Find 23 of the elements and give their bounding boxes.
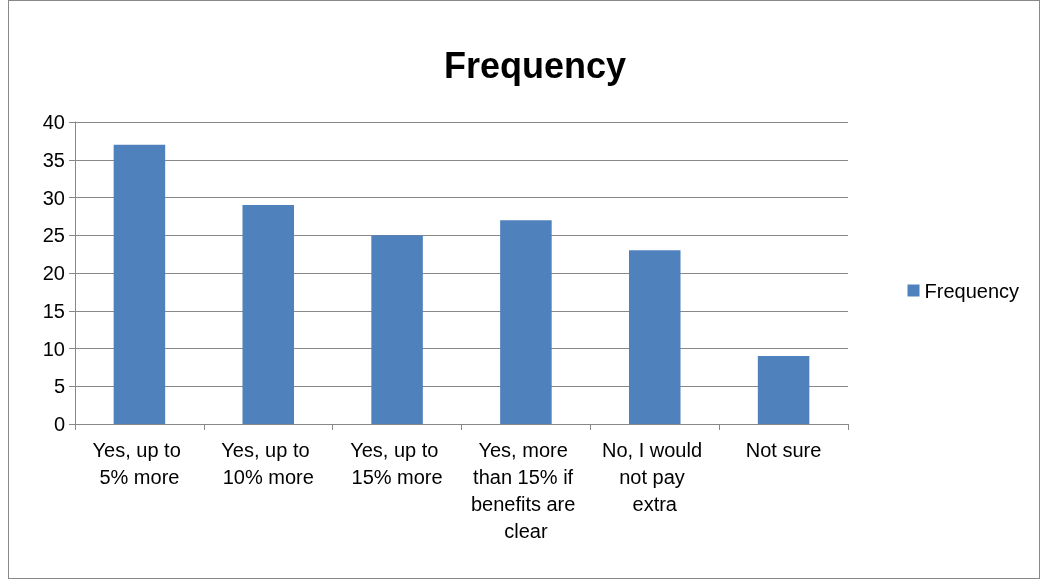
y-tick-label: 35: [42, 148, 65, 171]
x-tick-label: Yes, up to 15% more: [350, 438, 444, 488]
y-tick-label: 30: [42, 186, 65, 209]
bar: [628, 250, 681, 424]
y-tick-label: 20: [42, 262, 65, 284]
x-tick-label: Yes, more than 15% if benefits are clear: [470, 438, 581, 542]
y-tick-label: 0: [53, 413, 65, 435]
bar: [371, 235, 423, 424]
x-tick-label: Not sure: [745, 438, 822, 461]
legend-label: Frequency: [924, 279, 1020, 302]
bar: [113, 144, 166, 424]
y-tick-label: 15: [42, 299, 65, 322]
y-tick-label: 10: [42, 337, 65, 360]
bar: [757, 356, 810, 424]
x-tick-label: No, I would not pay extra: [601, 438, 708, 515]
bar: [500, 220, 552, 424]
y-tick-label: 5: [53, 375, 65, 398]
x-tick-label: Yes, up to 5% more: [92, 438, 187, 488]
chart-title: Frequency: [443, 44, 627, 86]
y-tick-label: 40: [42, 111, 65, 133]
bar: [242, 205, 295, 424]
y-tick-label: 25: [42, 224, 65, 247]
x-tick-label: Yes, up to 10% more: [221, 438, 316, 488]
